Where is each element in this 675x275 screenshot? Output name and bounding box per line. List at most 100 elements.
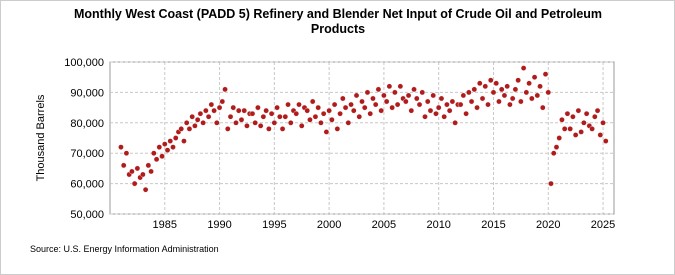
point [394,101,401,108]
point [457,101,464,108]
point [285,101,291,108]
point [496,98,502,105]
point [211,107,217,114]
point [181,138,187,144]
point [386,83,393,90]
point [208,101,215,108]
source: Source: U.S. Energy Information Administ… [30,244,219,254]
point [422,113,428,120]
point [266,126,272,132]
point [498,86,505,93]
point [405,92,412,99]
x-tick-label: 2025 [591,219,615,231]
point [148,168,154,175]
point [227,113,234,120]
point [600,120,606,126]
y-tick-label: 100,000 [64,57,104,69]
point [353,92,360,99]
x-tick-label: 2010 [426,219,450,231]
y-tick-label: 90,000 [70,87,104,99]
point [463,110,469,117]
y-tick-label: 50,000 [70,209,104,221]
point [359,98,365,105]
point [271,120,278,126]
point [249,110,256,117]
point [118,144,124,150]
point [575,107,582,114]
x-tick-label: 1985 [153,219,177,231]
point [123,150,130,156]
point [515,77,521,84]
point [356,113,363,120]
point [312,113,319,120]
point [567,126,573,132]
point [197,110,204,117]
point [474,104,480,111]
point [345,120,352,126]
point [490,89,497,96]
point [504,83,510,90]
point [216,104,223,111]
point [416,101,423,108]
point [296,101,302,108]
point [183,120,190,126]
point [518,98,524,105]
point [274,104,280,111]
point [268,110,275,117]
point [485,101,491,108]
point [277,113,283,120]
x-tick-label: 2015 [481,219,505,231]
point [476,80,483,87]
point [307,116,313,123]
point [364,89,371,96]
point [501,92,508,99]
point [545,89,552,96]
point [375,86,382,93]
point [170,144,176,150]
point [252,120,258,126]
point [230,104,237,111]
point [151,150,157,156]
point [153,156,160,163]
point [433,110,439,117]
point [318,120,324,126]
point [392,89,398,96]
y-tick-label: 70,000 [70,148,104,160]
point [542,71,549,77]
point [471,86,478,93]
point [383,98,390,105]
point [340,95,346,102]
point [367,110,374,117]
point [192,123,198,129]
point [186,126,193,132]
point [403,98,409,105]
point [315,104,321,111]
point [466,89,472,96]
point [460,92,467,99]
point [572,132,579,138]
point [589,126,595,132]
point [578,129,584,135]
point [583,110,590,117]
point [529,95,535,102]
point [550,150,557,156]
point [561,126,568,132]
point [279,126,286,132]
point [526,80,532,87]
point [233,120,239,126]
point [219,98,226,105]
point [334,126,341,132]
point [435,104,442,111]
point [581,120,587,126]
y-tick-label: 60,000 [70,179,104,191]
point [479,95,486,102]
point [263,107,269,114]
point [222,86,228,93]
point [235,107,242,114]
point [120,162,127,169]
point [145,162,152,169]
point [509,95,516,102]
point [452,120,458,126]
point [361,104,368,111]
point [309,98,316,105]
